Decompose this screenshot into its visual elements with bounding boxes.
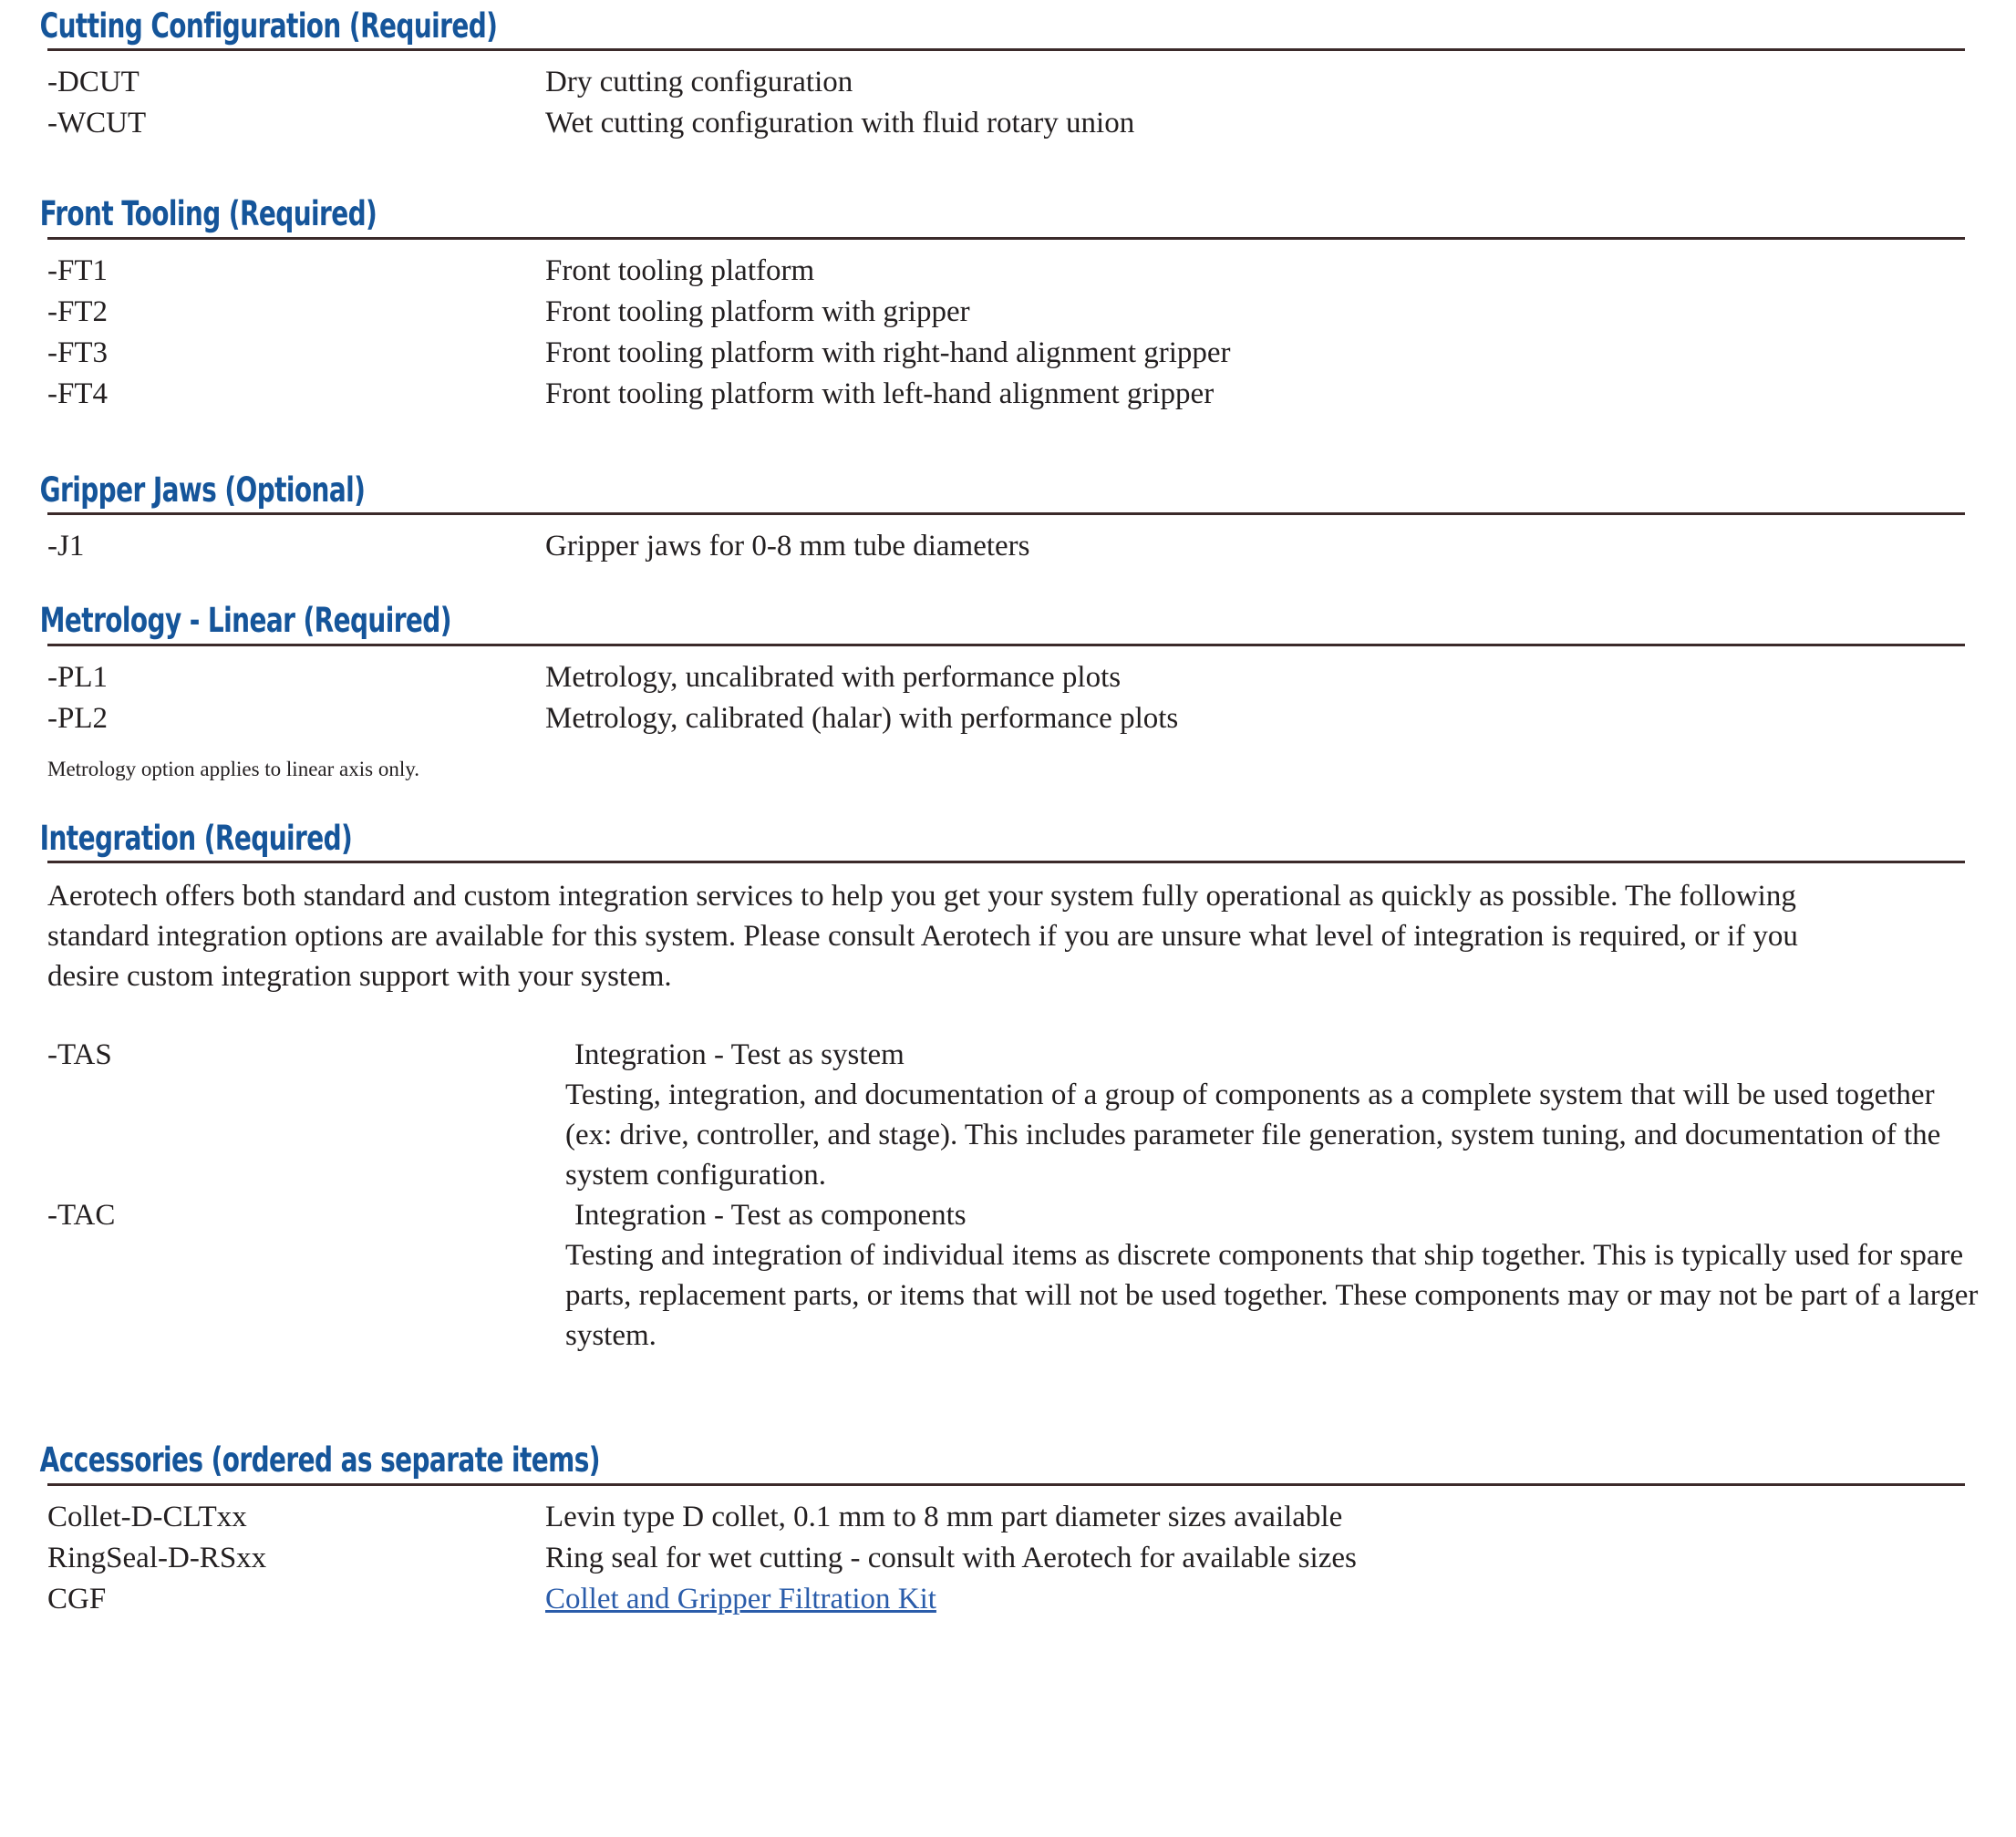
option-row: -PL1 Metrology, uncalibrated with perfor… <box>0 657 2016 698</box>
metrology-footnote: Metrology option applies to linear axis … <box>47 757 419 780</box>
option-body: Testing and integration of individual it… <box>565 1239 1979 1353</box>
option-list-accessories: Collet-D-CLTxx Levin type D collet, 0.1 … <box>0 1497 2016 1620</box>
option-code: -FT4 <box>47 377 108 410</box>
accessory-description: Levin type D collet, 0.1 mm to 8 mm part… <box>545 1500 1343 1533</box>
option-title: Integration - Test as system <box>574 1038 905 1072</box>
option-description: Dry cutting configuration <box>545 66 853 99</box>
option-code: -PL1 <box>47 660 108 694</box>
section-gripper-jaws: Gripper Jaws (Optional) -J1 Gripper jaws… <box>0 415 2016 567</box>
accessory-description: Ring seal for wet cutting - consult with… <box>545 1541 1357 1574</box>
section-rule <box>47 861 1965 864</box>
section-heading-accessories: Accessories (ordered as separate items) <box>39 1440 601 1481</box>
option-list-front-tooling: -FT1 Front tooling platform -FT2 Front t… <box>0 251 2016 415</box>
section-rule <box>47 1482 1965 1486</box>
option-list-cutting: -DCUT Dry cutting configuration -WCUT We… <box>0 62 2016 144</box>
accessory-code: RingSeal-D-RSxx <box>47 1541 267 1574</box>
option-description: Front tooling platform with gripper <box>545 294 970 328</box>
option-description: Front tooling platform with right-hand a… <box>545 335 1231 369</box>
option-description: Front tooling platform <box>545 253 815 287</box>
option-list-metrology: -PL1 Metrology, uncalibrated with perfor… <box>0 657 2016 739</box>
option-row: -FT3 Front tooling platform with right-h… <box>0 333 2016 374</box>
section-heading-integration: Integration (Required) <box>39 818 353 858</box>
accessory-row: Collet-D-CLTxx Levin type D collet, 0.1 … <box>0 1497 2016 1538</box>
section-rule <box>47 512 1965 516</box>
integration-option-tac: -TAC Integration - Test as components Te… <box>0 1195 2016 1356</box>
option-row: -PL2 Metrology, calibrated (halar) with … <box>0 698 2016 739</box>
option-title: Integration - Test as components <box>574 1199 967 1233</box>
section-accessories: Accessories (ordered as separate items) … <box>0 1356 2016 1619</box>
collet-gripper-filtration-kit-link[interactable]: Collet and Gripper Filtration Kit <box>545 1582 936 1615</box>
option-row: -FT1 Front tooling platform <box>0 251 2016 292</box>
integration-option-tas: -TAS Integration - Test as system Testin… <box>0 1035 2016 1195</box>
accessory-row: CGF Collet and Gripper Filtration Kit <box>0 1579 2016 1620</box>
section-heading-cutting-configuration: Cutting Configuration (Required) <box>39 6 498 46</box>
option-code: -TAC <box>47 1199 116 1233</box>
option-row: -FT2 Front tooling platform with gripper <box>0 292 2016 333</box>
option-code: -FT3 <box>47 335 108 369</box>
section-rule <box>47 236 1965 240</box>
section-heading-front-tooling: Front Tooling (Required) <box>39 194 377 234</box>
section-cutting-configuration: Cutting Configuration (Required) -DCUT D… <box>0 0 2016 144</box>
option-code: -TAS <box>47 1038 112 1072</box>
option-description: Wet cutting configuration with fluid rot… <box>545 107 1135 140</box>
option-body: Testing, integration, and documentation … <box>565 1078 1941 1192</box>
option-code: -DCUT <box>47 66 140 99</box>
option-row: -WCUT Wet cutting configuration with flu… <box>0 103 2016 144</box>
option-description: Front tooling platform with left-hand al… <box>545 377 1215 410</box>
option-code: -WCUT <box>47 107 147 140</box>
section-integration: Integration (Required) Aerotech offers b… <box>0 783 2016 1356</box>
option-code: -J1 <box>47 530 85 563</box>
section-rule <box>47 48 1965 52</box>
accessory-code: CGF <box>47 1582 107 1615</box>
option-row: -J1 Gripper jaws for 0-8 mm tube diamete… <box>0 526 2016 567</box>
option-row: -FT4 Front tooling platform with left-ha… <box>0 374 2016 415</box>
option-description: Integration - Test as components Testing… <box>565 1195 2016 1356</box>
section-metrology-linear: Metrology - Linear (Required) -PL1 Metro… <box>0 567 2016 782</box>
accessory-description: Collet and Gripper Filtration Kit <box>545 1579 2016 1620</box>
option-description: Gripper jaws for 0-8 mm tube diameters <box>545 530 1030 563</box>
option-description: Metrology, uncalibrated with performance… <box>545 660 1122 694</box>
option-description: Integration - Test as system Testing, in… <box>565 1035 2016 1195</box>
integration-paragraph: Aerotech offers both standard and custom… <box>47 880 1798 994</box>
section-front-tooling: Front Tooling (Required) -FT1 Front tool… <box>0 144 2016 414</box>
accessory-code: Collet-D-CLTxx <box>47 1500 247 1533</box>
section-heading-metrology-linear: Metrology - Linear (Required) <box>39 601 452 641</box>
option-code: -FT1 <box>47 253 108 287</box>
option-row: -DCUT Dry cutting configuration <box>0 62 2016 103</box>
option-code: -FT2 <box>47 294 108 328</box>
section-rule <box>47 643 1965 646</box>
option-code: -PL2 <box>47 701 108 735</box>
option-description: Metrology, calibrated (halar) with perfo… <box>545 701 1179 735</box>
section-heading-gripper-jaws: Gripper Jaws (Optional) <box>39 470 366 510</box>
option-list-gripper-jaws: -J1 Gripper jaws for 0-8 mm tube diamete… <box>0 526 2016 567</box>
accessory-row: RingSeal-D-RSxx Ring seal for wet cuttin… <box>0 1538 2016 1579</box>
